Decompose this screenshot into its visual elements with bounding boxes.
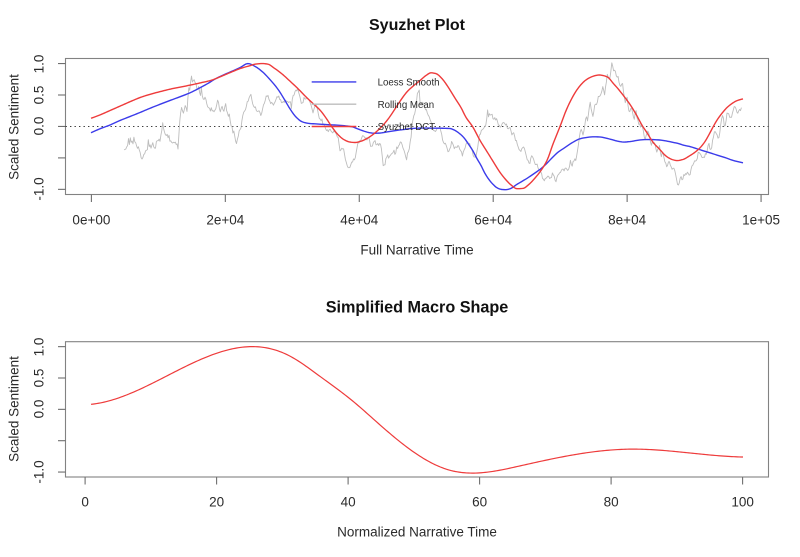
svg-text:Rolling Mean: Rolling Mean	[378, 100, 435, 111]
svg-text:Loess Smooth: Loess Smooth	[378, 78, 440, 89]
svg-text:Syuzhet DCT: Syuzhet DCT	[378, 122, 436, 133]
